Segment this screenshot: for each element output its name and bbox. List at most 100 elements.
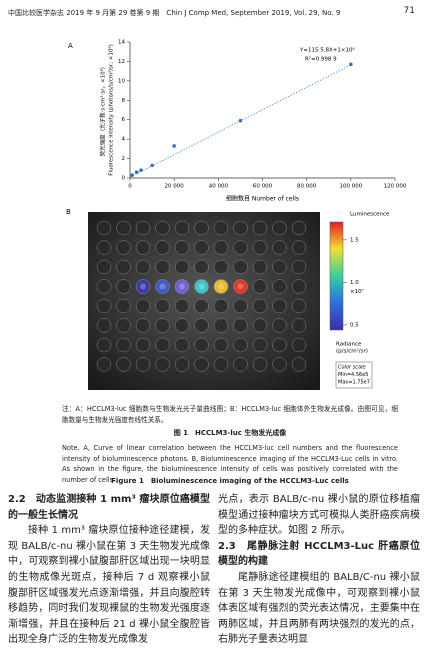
plate-well	[155, 318, 170, 333]
plate-well	[291, 318, 307, 333]
plate-well	[233, 357, 248, 372]
plate-well	[155, 240, 170, 255]
plate-well	[194, 298, 209, 314]
plate-well	[291, 298, 307, 314]
plate-well	[252, 240, 268, 255]
panel-label: A	[68, 42, 73, 50]
caption-note-en: Note. A, Curve of linear correlation bet…	[62, 444, 398, 484]
x-tick-label: 20 000	[165, 184, 185, 190]
running-header: 中国比较医学杂志 2019 年 9 月第 29 卷第 9 期 Chin J Co…	[8, 9, 341, 17]
plate-well	[96, 298, 112, 314]
plate-well	[116, 279, 131, 294]
plate-well	[233, 259, 248, 275]
caption-title-en: Figure 1 Bioluminescence imaging of the …	[111, 477, 349, 485]
plate-well	[291, 240, 307, 255]
plate-well	[252, 259, 268, 275]
data-point	[349, 62, 353, 67]
plate-well	[116, 240, 131, 255]
plate-well	[233, 279, 248, 294]
plate-well	[272, 357, 287, 372]
plate-well	[194, 337, 209, 353]
plate-well	[252, 220, 268, 236]
y-tick-label: 4	[122, 137, 126, 143]
plate-well	[174, 318, 190, 333]
plate-well	[116, 259, 131, 275]
data-point	[139, 168, 143, 173]
plate-well	[135, 357, 151, 372]
plate-well	[174, 298, 190, 314]
plate-well	[135, 318, 151, 333]
plate-well	[174, 220, 190, 236]
plate-well	[174, 259, 190, 275]
plate-well	[213, 318, 229, 333]
plate-well	[233, 337, 248, 353]
figure-a: A 0 2 4 6 8 10 12 14 0 20 000 40 000 60 000 80 000 100…	[68, 40, 407, 203]
plate-well	[213, 337, 229, 353]
plate-well	[272, 240, 287, 255]
figure-b: B Luminescence 0.5 1.0 1.5 ×10⁷ Radiance(p/s/c…	[66, 208, 390, 390]
scale-box-text: Color scale	[338, 365, 366, 371]
scale-box	[335, 361, 373, 389]
plate-well	[155, 259, 170, 275]
plate-well	[272, 298, 287, 314]
plate-well	[96, 220, 112, 236]
well-core	[159, 283, 166, 290]
plate-well	[135, 240, 151, 255]
radiance-label: (p/s/cm²/sr)	[336, 348, 368, 355]
well-core	[218, 283, 224, 290]
data-point	[172, 144, 176, 148]
y-tick-label: 2	[122, 156, 126, 162]
y-axis-label: 荧光强度（光子数·s·cm²·sr，×10⁸）	[99, 64, 107, 157]
r-squared: R²=0.998 9	[305, 56, 337, 63]
plate-well	[252, 337, 268, 353]
plate-well	[96, 259, 112, 275]
plate-well	[233, 220, 248, 236]
plate-well	[233, 318, 248, 333]
x-tick-label: 40 000	[209, 184, 229, 190]
colorbar-tick-label: 0.5	[350, 322, 359, 328]
plate-well	[116, 298, 131, 314]
y-tick-label: 8	[122, 98, 126, 104]
plate-well	[135, 220, 151, 236]
plate-well	[116, 220, 131, 236]
plate-well	[194, 318, 209, 333]
plate-well	[194, 259, 209, 275]
plate-well	[155, 337, 170, 353]
plate-well	[213, 240, 229, 255]
plate-well	[252, 298, 268, 314]
paragraph: 光点，表示 BALB/c-nu 裸小鼠的原位移植瘤模型通过接种瘤块方式可模拟人类…	[218, 494, 420, 537]
plate-well	[135, 298, 151, 314]
plate-well	[194, 357, 209, 372]
plate-well	[135, 259, 151, 275]
x-tick-label: 0	[128, 184, 132, 190]
data-point	[130, 173, 135, 177]
x-tick-label: 100 000	[339, 184, 362, 190]
plate-well	[96, 279, 112, 294]
colorbar	[329, 221, 344, 331]
y-tick-label: 6	[122, 117, 126, 123]
plate-well	[96, 318, 112, 333]
plate-well	[194, 220, 209, 236]
caption-note-cn: 注：A：HCCLM3-luc 细胞数与生物发光光子量曲线图；B：HCCLM3-l…	[62, 405, 398, 424]
plate-well	[194, 279, 209, 294]
plate-well	[96, 357, 112, 372]
plate-well	[116, 357, 131, 372]
paragraph: 接种 1 mm³ 瘤块原位接种途径建模，发现 BALB/c-nu 裸小鼠在第 3…	[8, 525, 210, 646]
data-point	[150, 163, 154, 168]
plate-well	[155, 279, 170, 294]
plate-well	[174, 240, 190, 255]
colorbar-tick-label: 1.0	[350, 280, 359, 286]
plate-well	[233, 240, 248, 255]
plate-well	[116, 337, 131, 353]
plate-well	[213, 259, 229, 275]
plate-well	[116, 318, 131, 333]
plate-well	[272, 259, 287, 275]
well-core	[140, 283, 146, 290]
plate-well	[291, 337, 307, 353]
x-tick-label: 80 000	[297, 184, 317, 190]
scale-box-text: Max=1.75e7	[338, 380, 370, 386]
plate-well	[291, 220, 307, 236]
plate-well	[213, 298, 229, 314]
plate-well	[213, 279, 229, 294]
plate-well	[155, 220, 170, 236]
